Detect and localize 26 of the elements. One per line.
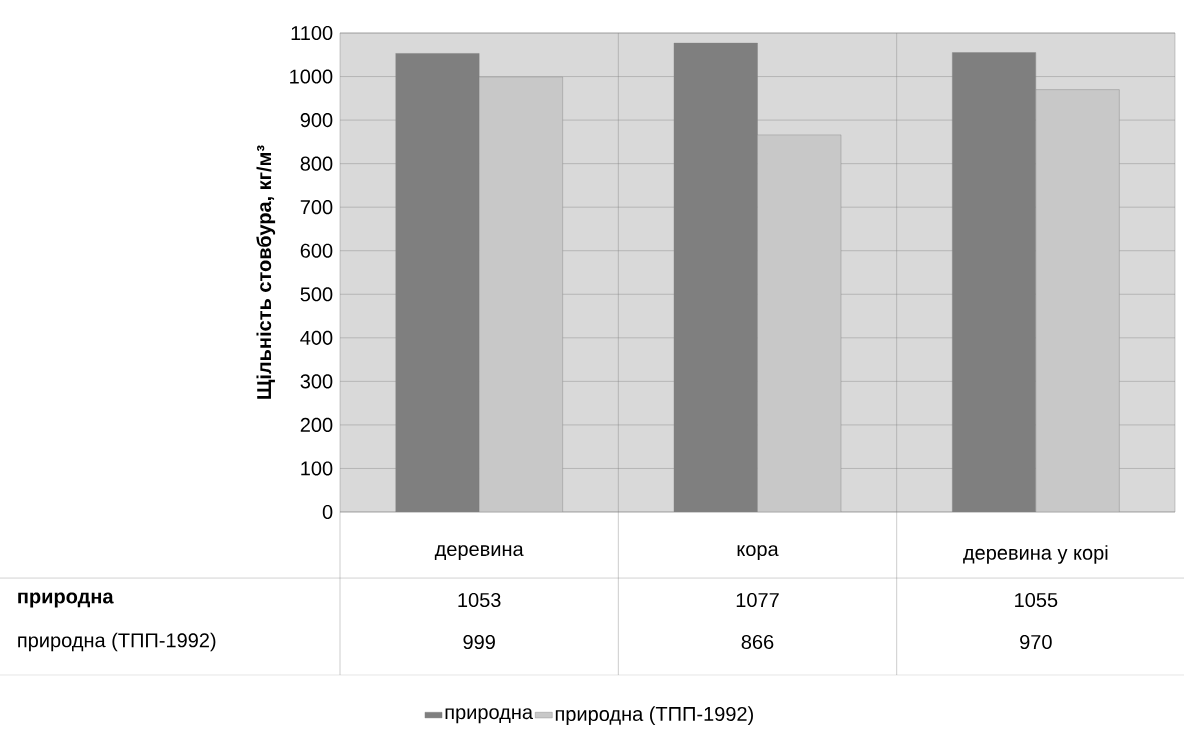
y-axis-title: Щільність стовбура, кг/м³	[256, 145, 276, 399]
text: природна	[18, 592, 114, 608]
y-tick-label: 1000	[290, 69, 333, 84]
data-label: 1077	[736, 592, 779, 608]
y-tick-label: 900	[300, 113, 333, 128]
data-label: 970	[1020, 634, 1052, 650]
x-tick-label: деревина у корі	[963, 545, 1108, 564]
y-tick-label: 0	[322, 504, 333, 520]
y-tick-label: 400	[300, 330, 333, 345]
text: природна (ТПП-1992)	[18, 632, 216, 652]
x-tick-label: кора	[737, 545, 779, 561]
data-label: 866	[741, 634, 774, 650]
y-tick-label: 100	[301, 461, 333, 476]
x-tick-label: деревина	[434, 545, 524, 561]
y-tick-label: 200	[300, 417, 333, 432]
legend-label: природна	[445, 708, 534, 724]
y-tick-label: 500	[300, 287, 333, 302]
legend-label: природна (ТПП-1992)	[555, 706, 753, 725]
y-tick-label: 700	[300, 200, 333, 215]
y-tick-label: 800	[300, 156, 333, 171]
data-label: 1055	[1015, 592, 1058, 608]
data-label: 1053	[458, 592, 501, 608]
data-label: 999	[463, 634, 495, 650]
y-tick-label: 600	[300, 243, 333, 258]
y-tick-label: 1100	[291, 25, 333, 41]
y-tick-label: 300	[300, 374, 333, 389]
